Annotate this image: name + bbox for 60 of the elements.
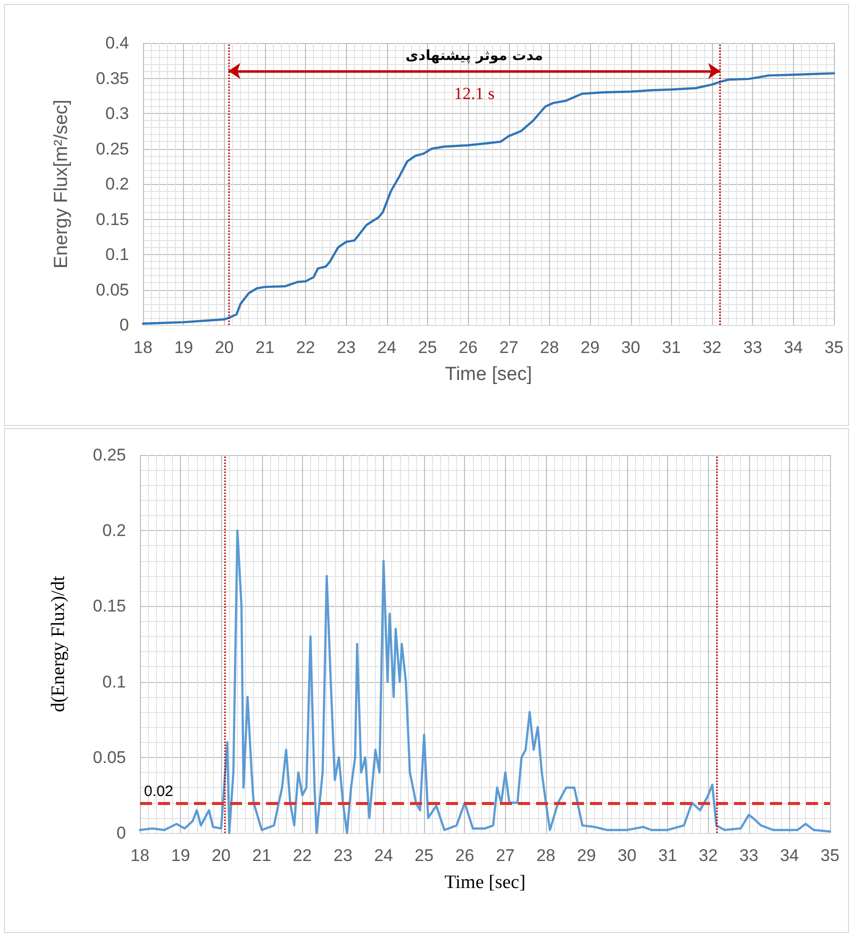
y-tick-label: 0.35 [96, 68, 129, 88]
x-tick-label: 31 [658, 846, 678, 865]
x-tick-label: 20 [214, 338, 234, 357]
annotation: مدت موثر پیشنهادی [406, 48, 543, 64]
x-tick-label: 19 [171, 846, 190, 865]
x-tick-label: 31 [662, 338, 681, 357]
x-tick-label: 23 [336, 338, 356, 357]
x-tick-label: 29 [577, 846, 596, 865]
line-series [138, 530, 832, 834]
x-tick-label: 20 [212, 846, 231, 865]
x-tick-label: 29 [580, 338, 600, 357]
ref-line-label: 0.02 [144, 782, 174, 800]
x-tick-label: 21 [255, 338, 274, 357]
x-tick-label: 35 [824, 338, 844, 357]
y-tick-label: 0.1 [102, 672, 126, 692]
y-tick-label: 0.3 [105, 104, 129, 123]
x-axis-title: Time [sec] [444, 872, 526, 893]
x-tick-label: 33 [743, 338, 762, 357]
x-tick-label: 32 [702, 338, 722, 357]
x-tick-label: 30 [618, 846, 637, 865]
y-tick-label: 0 [120, 316, 129, 334]
x-tick-label: 35 [820, 846, 840, 865]
x-tick-label: 18 [130, 846, 150, 865]
y-tick-label: 0.25 [96, 139, 129, 158]
x-tick-label: 28 [540, 338, 559, 357]
x-tick-label: 34 [784, 338, 803, 357]
x-tick-label: 26 [455, 846, 474, 865]
x-tick-label: 25 [414, 846, 434, 865]
y-tick-label: 0 [116, 824, 126, 842]
y-tick-label: 0.2 [102, 521, 126, 540]
y-tick-label: 0.15 [96, 210, 129, 229]
y-tick-label: 0.05 [92, 748, 126, 767]
x-tick-label: 24 [377, 338, 396, 357]
x-tick-label: 28 [536, 846, 556, 865]
x-tick-label: 27 [499, 338, 518, 357]
x-tick-label: 22 [292, 846, 312, 865]
x-tick-label: 24 [374, 846, 393, 865]
y-axis-title: d(Energy Flux)/dt [48, 575, 69, 712]
y-tick-label: 0.2 [105, 174, 129, 194]
x-tick-label: 19 [174, 338, 194, 357]
x-tick-label: 34 [780, 846, 799, 865]
x-tick-label: 32 [698, 846, 718, 865]
x-tick-label: 25 [418, 338, 437, 357]
x-tick-label: 23 [333, 846, 352, 865]
line-series [142, 72, 836, 325]
annotation: 12.1 s [454, 84, 495, 103]
y-axis-title: Energy Flux[m²/sec] [51, 100, 72, 268]
x-tick-label: 27 [496, 846, 515, 865]
x-tick-label: 22 [296, 338, 316, 357]
x-tick-label: 26 [458, 338, 478, 357]
x-tick-label: 33 [739, 846, 758, 865]
x-tick-label: 30 [621, 338, 640, 357]
y-tick-label: 0.05 [96, 280, 129, 300]
y-tick-label: 0.4 [105, 34, 129, 52]
y-tick-label: 0.1 [105, 245, 129, 264]
x-tick-label: 21 [252, 846, 272, 865]
y-tick-label: 0.25 [92, 446, 126, 464]
x-tick-label: 18 [134, 338, 152, 357]
x-axis-title: Time [sec] [445, 364, 532, 385]
y-tick-label: 0.15 [92, 596, 126, 616]
